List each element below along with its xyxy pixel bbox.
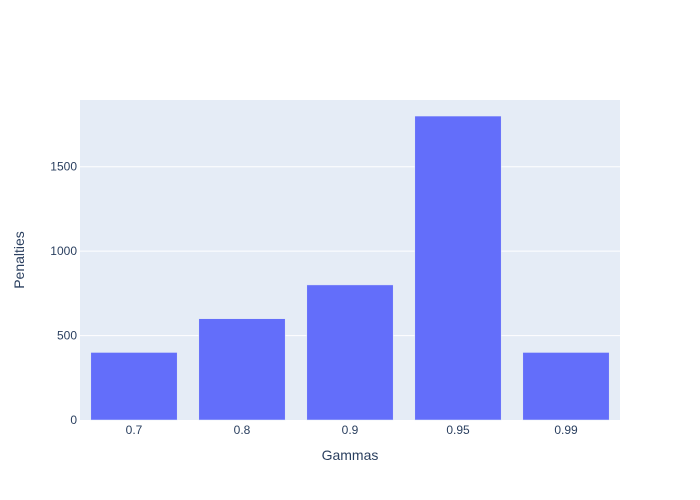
x-tick-label: 0.99 xyxy=(554,423,578,437)
x-axis-ticks: 0.7 0.8 0.9 0.95 0.99 xyxy=(126,423,578,437)
y-tick-label: 0 xyxy=(70,413,77,427)
bar-0.7 xyxy=(90,352,178,421)
bar-0.8 xyxy=(198,318,286,421)
bar-0.9 xyxy=(306,284,394,421)
x-tick-label: 0.95 xyxy=(446,423,470,437)
x-tick-label: 0.7 xyxy=(126,423,143,437)
y-tick-label: 1000 xyxy=(50,244,77,258)
x-axis-title: Gammas xyxy=(322,447,379,463)
y-axis-ticks: 0 500 1000 1500 xyxy=(50,160,77,427)
x-tick-label: 0.9 xyxy=(342,423,359,437)
x-tick-label: 0.8 xyxy=(234,423,251,437)
y-axis-title: Penalties xyxy=(11,231,27,289)
y-tick-label: 500 xyxy=(57,329,77,343)
bars xyxy=(90,115,610,421)
y-tick-label: 1500 xyxy=(50,160,77,174)
bar-0.95 xyxy=(414,115,502,421)
bar-0.99 xyxy=(522,352,610,421)
